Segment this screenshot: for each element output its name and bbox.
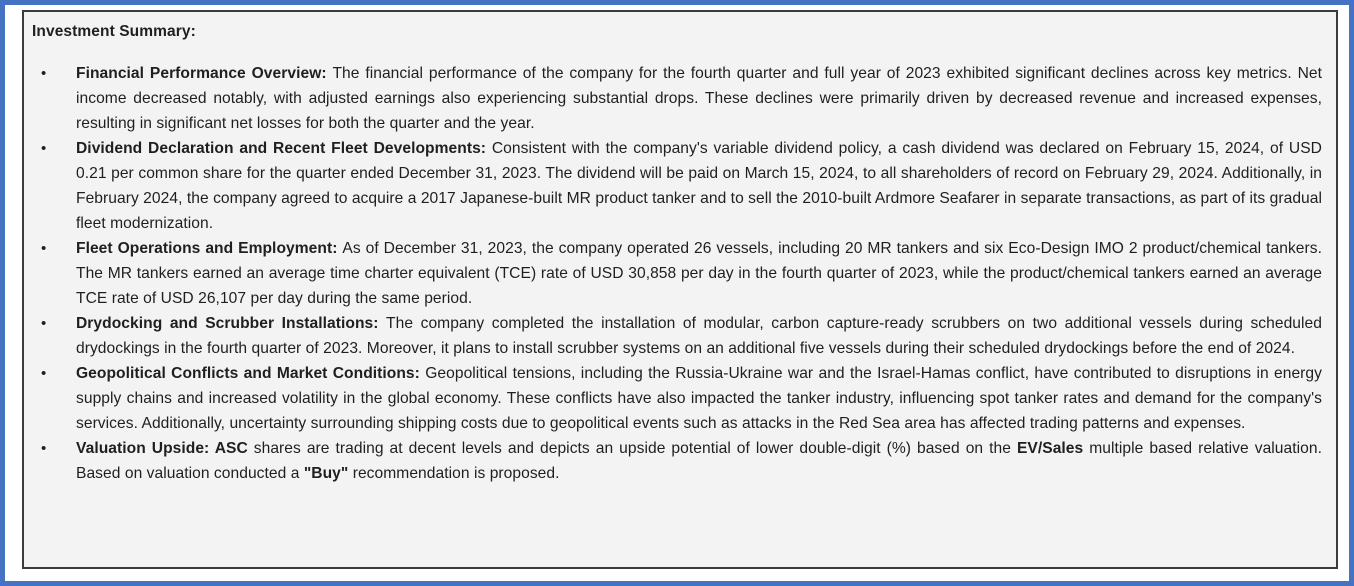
bullet-lead-text: EV/Sales <box>1016 440 1090 457</box>
bullet-lead-text: Drydocking and Scrubber Installations: <box>76 315 387 332</box>
bullet-item: Drydocking and Scrubber Installations: T… <box>32 311 1322 361</box>
bullet-item: Financial Performance Overview: The fina… <box>32 61 1322 136</box>
bullet-body-text: Geopolitical tensions, including the Rus… <box>76 365 1322 432</box>
bullet-item: Geopolitical Conflicts and Market Condit… <box>32 361 1322 436</box>
bullet-body-text: Consistent with the company's variable d… <box>76 140 1322 232</box>
bullet-list: Financial Performance Overview: The fina… <box>32 61 1322 486</box>
section-title: Investment Summary: <box>32 23 196 40</box>
bullet-lead-text: Financial Performance Overview: <box>76 65 333 82</box>
bullet-body-text: The company completed the installation o… <box>76 315 1322 357</box>
bullet-body-text: The financial performance of the company… <box>76 65 1322 132</box>
bullet-lead-text: Geopolitical Conflicts and Market Condit… <box>76 365 426 382</box>
bullet-item: Valuation Upside: ASC shares are trading… <box>32 436 1322 486</box>
bullet-lead-text: "Buy" <box>303 465 353 482</box>
bullet-lead-text: Fleet Operations and Employment: <box>76 240 343 257</box>
bullet-lead-text: Valuation Upside: ASC <box>76 440 254 457</box>
summary-box: Investment Summary: Financial Performanc… <box>22 10 1338 569</box>
bullet-lead-text: Dividend Declaration and Recent Fleet De… <box>76 140 492 157</box>
bullet-body-text: recommendation is proposed. <box>352 465 560 482</box>
bullet-body-text: multiple based relative valuation. Based… <box>76 440 1322 482</box>
bullet-body-text: shares are trading at decent levels and … <box>253 440 1017 457</box>
bullet-body-text: As of December 31, 2023, the company ope… <box>76 240 1322 307</box>
bullet-item: Fleet Operations and Employment: As of D… <box>32 236 1322 311</box>
bullet-item: Dividend Declaration and Recent Fleet De… <box>32 136 1322 236</box>
